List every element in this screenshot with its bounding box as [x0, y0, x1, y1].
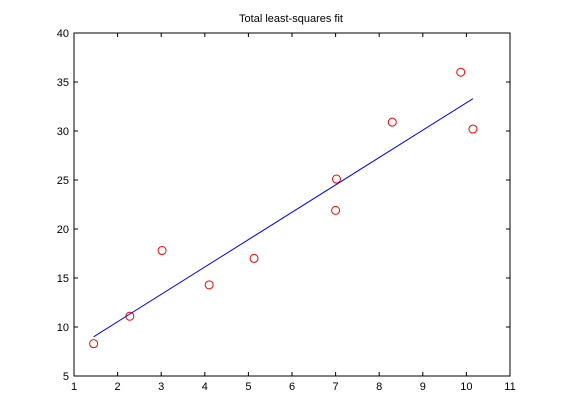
- x-tick-label: 3: [158, 381, 164, 393]
- x-tick-label: 9: [420, 381, 426, 393]
- data-point: [331, 205, 341, 215]
- plot-frame: [73, 32, 511, 377]
- x-tick-label: 8: [376, 381, 382, 393]
- data-point: [468, 124, 478, 134]
- data-point: [249, 253, 259, 263]
- data-point: [157, 246, 167, 256]
- y-axis: 5 10 15 20 25 30 35 40: [57, 28, 510, 383]
- fit-line: [93, 98, 474, 338]
- x-axis: 1 2 3 4 5 6 7 8 9 10 11: [71, 33, 516, 393]
- x-tick-label: 6: [289, 381, 295, 393]
- x-tick-label: 10: [460, 381, 472, 393]
- y-tick-label: 5: [63, 371, 69, 383]
- y-tick-label: 25: [57, 175, 69, 187]
- y-tick-label: 40: [57, 28, 69, 40]
- data-point: [204, 280, 214, 290]
- data-point: [456, 67, 466, 77]
- y-tick-label: 30: [57, 126, 69, 138]
- data-point: [89, 339, 99, 349]
- chart-title: Total least-squares fit: [239, 13, 343, 25]
- y-tick-label: 15: [57, 273, 69, 285]
- y-tick-label: 10: [57, 322, 69, 334]
- data-point: [331, 174, 341, 184]
- x-tick-label: 1: [71, 381, 77, 393]
- plot-area: [74, 33, 510, 376]
- y-tick-label: 35: [57, 77, 69, 89]
- x-tick-label: 2: [115, 381, 121, 393]
- x-tick-label: 7: [333, 381, 339, 393]
- data-point: [387, 117, 397, 127]
- y-tick-label: 20: [57, 224, 69, 236]
- x-tick-label: 5: [245, 381, 251, 393]
- x-tick-label: 11: [504, 381, 515, 393]
- series-layer: [89, 67, 478, 349]
- x-tick-label: 4: [202, 381, 208, 393]
